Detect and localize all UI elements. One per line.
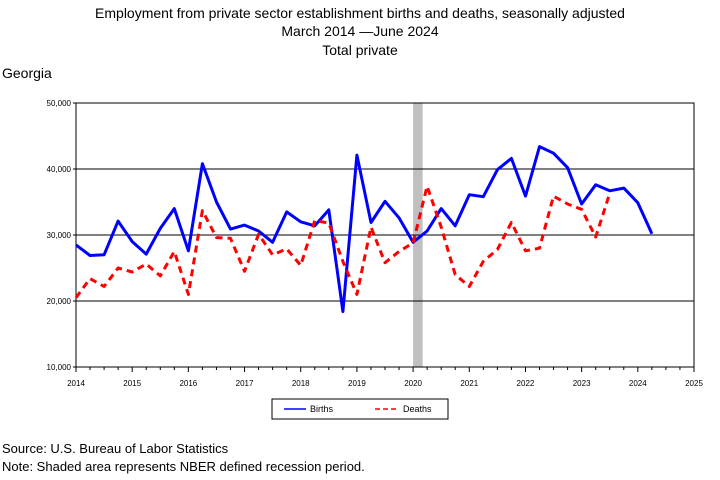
x-tick-label: 2025 bbox=[685, 379, 703, 388]
recession-note: Note: Shaded area represents NBER define… bbox=[2, 459, 365, 474]
series-layer bbox=[74, 145, 654, 314]
series-births-line bbox=[75, 145, 654, 314]
x-tick-label: 2024 bbox=[629, 379, 647, 388]
legend-births-label: Births bbox=[310, 404, 334, 414]
y-tick-label: 30,000 bbox=[47, 231, 72, 240]
x-tick-label: 2015 bbox=[123, 379, 141, 388]
x-tick-label: 2022 bbox=[517, 379, 535, 388]
y-tick-label: 40,000 bbox=[47, 165, 72, 174]
x-tick-label: 2019 bbox=[348, 379, 366, 388]
chart-subtitle: Total private bbox=[322, 42, 398, 58]
legend: Births Deaths bbox=[271, 398, 449, 420]
x-tick-label: 2014 bbox=[67, 379, 85, 388]
x-tick-label: 2021 bbox=[460, 379, 478, 388]
grid-layer bbox=[76, 168, 694, 302]
x-tick-label: 2017 bbox=[236, 379, 254, 388]
y-tick-label: 20,000 bbox=[47, 297, 72, 306]
legend-deaths-label: Deaths bbox=[403, 404, 432, 414]
chart-title: Employment from private sector establish… bbox=[95, 5, 625, 21]
x-tick-label: 2020 bbox=[404, 379, 422, 388]
x-tick-label: 2018 bbox=[292, 379, 310, 388]
chart-date-range: March 2014 —June 2024 bbox=[281, 23, 439, 39]
y-tick-label: 50,000 bbox=[47, 99, 72, 108]
y-tick-label: 10,000 bbox=[47, 363, 72, 372]
source-note: Source: U.S. Bureau of Labor Statistics bbox=[2, 441, 229, 456]
x-tick-label: 2023 bbox=[573, 379, 591, 388]
series-deaths-line bbox=[74, 184, 612, 299]
legend-box bbox=[271, 398, 449, 420]
region-label: Georgia bbox=[2, 65, 52, 81]
y-axis: 10,000 20,000 30,000 40,000 50,000 bbox=[47, 99, 76, 372]
x-tick-label: 2016 bbox=[179, 379, 197, 388]
x-axis: 2014 2015 2016 2017 2018 2019 2020 2021 2022 2023… bbox=[67, 367, 703, 388]
